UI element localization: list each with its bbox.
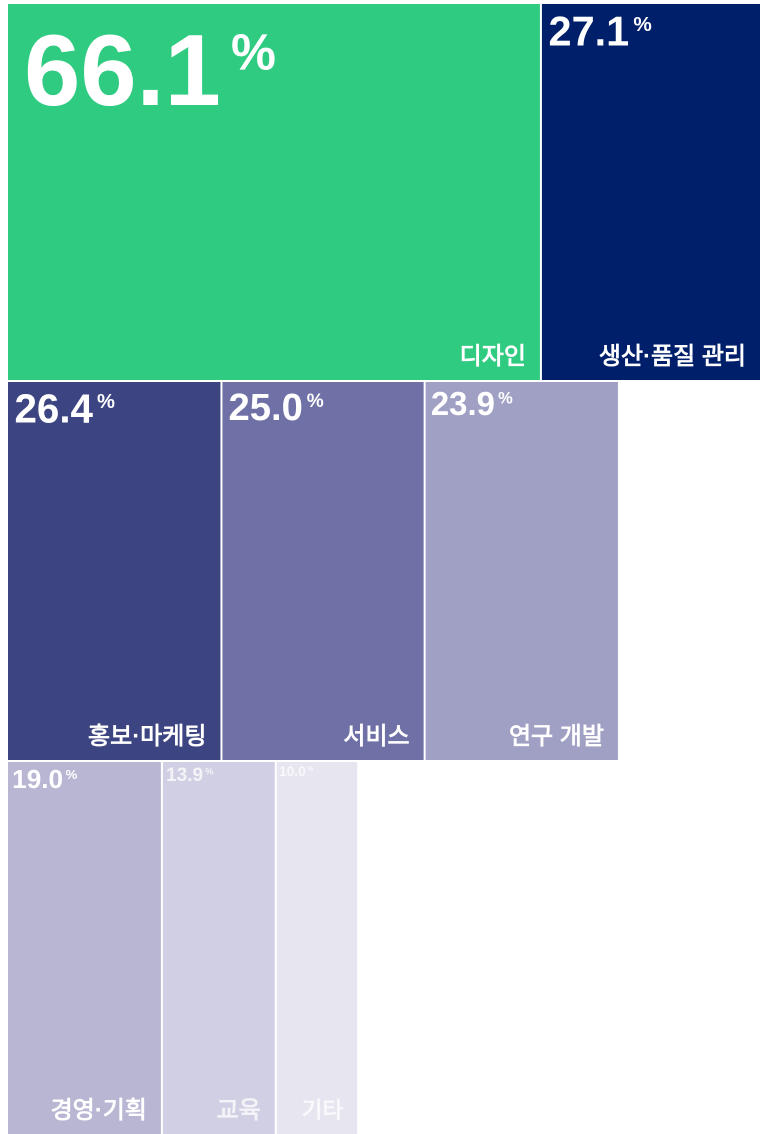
tile: [425, 382, 618, 760]
category-label: 서비스: [343, 723, 409, 750]
value-unit: %: [205, 766, 214, 777]
category-label: 교육: [217, 1097, 261, 1124]
value-label: 27.1%: [549, 7, 652, 54]
value-label: 26.4%: [14, 385, 115, 431]
category-label: 생산·품질 관리: [599, 343, 746, 370]
value-number: 19.0: [12, 764, 63, 794]
value-unit: %: [231, 24, 276, 81]
value-number: 27.1: [549, 7, 630, 54]
tile: [541, 4, 760, 380]
tile: [8, 762, 161, 1134]
value-number: 25.0: [229, 386, 303, 429]
value-label: 66.1%: [24, 15, 276, 127]
value-number: 10.0: [279, 764, 306, 779]
value-number: 66.1: [24, 15, 221, 127]
value-label: 19.0%: [12, 764, 77, 794]
tile: [8, 382, 221, 760]
value-number: 13.9: [166, 765, 203, 786]
category-label: 연구 개발: [509, 723, 604, 750]
tile: [162, 762, 275, 1134]
tile: [276, 762, 358, 1134]
category-label: 기타: [302, 1098, 344, 1123]
value-unit: %: [633, 13, 651, 36]
value-number: 26.4: [14, 385, 93, 431]
value-unit: %: [97, 391, 115, 413]
value-unit: %: [307, 391, 324, 412]
tile: [222, 382, 424, 760]
value-label: 23.9%: [431, 385, 513, 422]
category-label: 디자인: [460, 343, 526, 370]
value-label: 25.0%: [229, 386, 324, 429]
value-number: 23.9: [431, 385, 495, 422]
tile: [8, 4, 540, 380]
value-unit: %: [307, 766, 313, 773]
value-unit: %: [66, 767, 78, 782]
value-label: 10.0%: [279, 764, 313, 779]
value-label: 13.9%: [166, 765, 214, 786]
category-label: 홍보·마케팅: [88, 723, 206, 750]
value-unit: %: [498, 389, 513, 407]
category-label: 경영·기획: [51, 1097, 147, 1124]
